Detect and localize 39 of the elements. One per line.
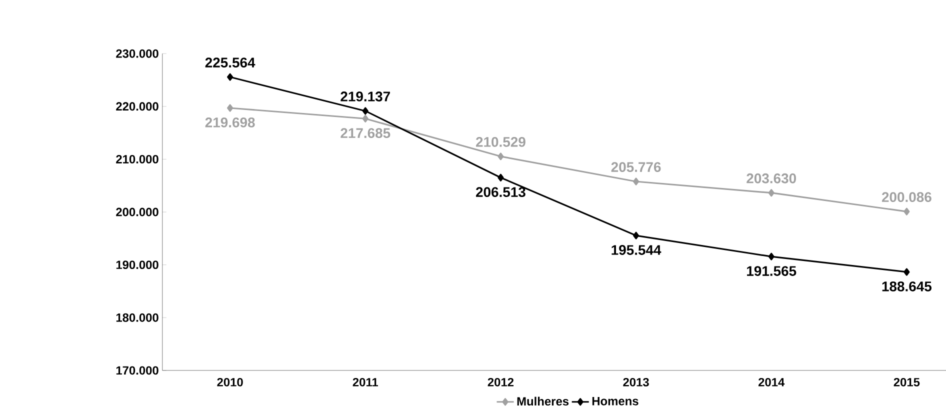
data-label: 219.698 [205,118,255,128]
point [362,114,368,122]
data-label: 217.685 [340,128,390,138]
data-label: 206.513 [476,187,526,198]
point [633,232,640,240]
x-tick-label: 2010 [217,378,243,386]
point [362,107,368,115]
point [227,104,234,112]
point [498,152,504,160]
x-tick-label: 2014 [758,378,785,386]
point [904,208,910,216]
y-tick-label: 190.000 [116,260,158,270]
point [768,189,774,197]
point [633,178,640,186]
x-tick-label: 2011 [352,378,378,386]
x-tick-label: 2015 [894,378,920,386]
point [768,252,774,260]
y-tick-label: 200.000 [116,208,158,216]
data-label: 200.086 [882,192,932,202]
y-tick-label: 230.000 [116,49,158,58]
x-tick-label: 2013 [623,378,649,386]
data-label: 203.630 [746,173,796,184]
data-label: 225.564 [205,58,256,68]
point [227,73,234,81]
y-tick-label: 210.000 [116,154,158,164]
point [904,268,910,276]
point [498,174,504,182]
legend-label: Mulheres [517,396,569,406]
data-label: 205.776 [611,162,661,172]
legend-label: Homens [592,397,638,406]
data-label: 195.544 [612,245,662,255]
y-tick-label: 170.000 [116,366,158,375]
data-label: 191.565 [747,266,796,276]
x-tick-label: 2012 [488,378,514,386]
y-tick-label: 180.000 [116,313,158,322]
y-tick-label: 220.000 [116,102,158,111]
data-label: 210.529 [476,137,526,147]
data-label: 188.645 [882,281,932,292]
data-label: 219.137 [340,92,390,102]
